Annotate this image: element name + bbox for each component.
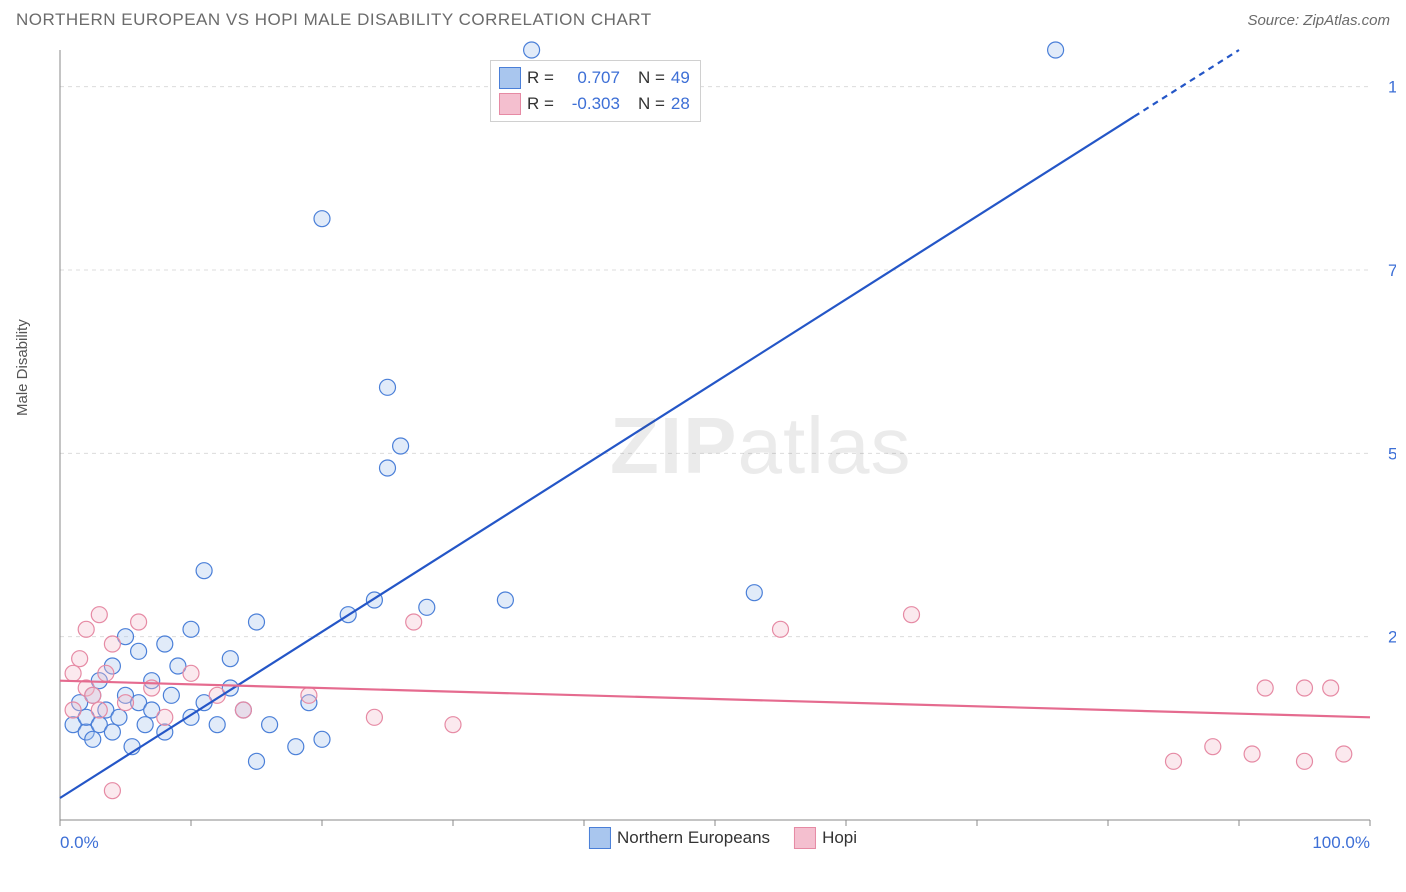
correlation-legend: R = 0.707 N = 49 R = -0.303 N = 28 xyxy=(490,60,701,122)
legend-n-label: N = xyxy=(638,68,665,88)
series-legend: Northern Europeans Hopi xyxy=(589,828,857,848)
legend-row: R = -0.303 N = 28 xyxy=(499,91,690,117)
svg-text:0.0%: 0.0% xyxy=(60,833,99,850)
legend-r-value: -0.303 xyxy=(560,94,620,114)
chart-container: 25.0% 50.0% 75.0% 100.0% 0.0% 100.0% R = 0.707… xyxy=(50,40,1396,850)
series-legend-item: Northern Europeans xyxy=(589,828,770,848)
svg-text:75.0%: 75.0% xyxy=(1388,261,1396,280)
legend-swatch xyxy=(499,93,521,115)
svg-text:25.0%: 25.0% xyxy=(1388,628,1396,647)
legend-r-value: 0.707 xyxy=(560,68,620,88)
series-name: Northern Europeans xyxy=(617,828,770,848)
legend-n-label: N = xyxy=(638,94,665,114)
scatter-chart: 25.0% 50.0% 75.0% 100.0% 0.0% 100.0% xyxy=(50,40,1396,850)
series-legend-item: Hopi xyxy=(794,828,857,848)
legend-r-label: R = xyxy=(527,94,554,114)
legend-swatch xyxy=(794,827,816,849)
legend-n-value: 49 xyxy=(671,68,690,88)
source-label: Source: ZipAtlas.com xyxy=(1247,12,1390,29)
legend-row: R = 0.707 N = 49 xyxy=(499,65,690,91)
chart-title: NORTHERN EUROPEAN VS HOPI MALE DISABILIT… xyxy=(16,10,652,30)
legend-swatch xyxy=(589,827,611,849)
legend-swatch xyxy=(499,67,521,89)
y-axis-label: Male Disability xyxy=(14,319,31,416)
svg-text:50.0%: 50.0% xyxy=(1388,444,1396,463)
legend-n-value: 28 xyxy=(671,94,690,114)
svg-text:100.0%: 100.0% xyxy=(1388,78,1396,97)
series-name: Hopi xyxy=(822,828,857,848)
legend-r-label: R = xyxy=(527,68,554,88)
svg-text:100.0%: 100.0% xyxy=(1312,833,1370,850)
